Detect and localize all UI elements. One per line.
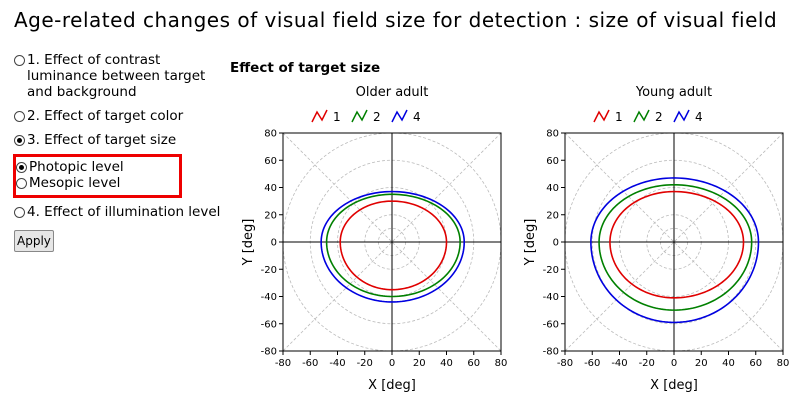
older-adult-y-tick-label: 40: [264, 183, 277, 194]
young-adult-x-tick-label: -60: [584, 358, 600, 369]
older-adult-series-1: [339, 200, 448, 291]
young-adult-y-tick-label: -60: [543, 319, 559, 330]
young-adult-y-axis-label: Y [deg]: [523, 219, 538, 267]
option-illumination-label: 4. Effect of illumination level: [27, 204, 221, 220]
young-adult-y-tick-label: 40: [546, 183, 559, 194]
young-adult-series-4: [590, 177, 760, 324]
young-adult-chart-title: Young adult: [635, 85, 712, 100]
radio-target-size[interactable]: [14, 135, 25, 146]
young-adult-x-tick-label: -20: [639, 358, 655, 369]
young-adult-series-1: [609, 190, 745, 299]
older-adult-x-tick-label: -80: [275, 358, 291, 369]
older-adult-legend-swatch-1: [311, 109, 328, 123]
older-adult-legend-label-4: 4: [413, 110, 421, 124]
option-photopic-label: Photopic level: [29, 159, 124, 175]
older-adult-x-tick-label: -20: [357, 358, 373, 369]
young-adult-series-2: [598, 183, 753, 311]
young-adult-x-tick-label: 60: [749, 358, 762, 369]
older-adult-y-tick-label: -40: [261, 292, 277, 303]
older-adult-x-tick-label: 40: [440, 358, 453, 369]
older-adult-x-tick-label: -60: [302, 358, 318, 369]
option-mesopic-label: Mesopic level: [29, 175, 121, 191]
older-adult-y-tick-label: 20: [264, 210, 277, 221]
radio-contrast[interactable]: [14, 55, 25, 66]
older-adult-y-tick-label: 60: [264, 156, 277, 167]
older-adult-y-tick-label: -60: [261, 319, 277, 330]
older-adult-x-tick-label: -40: [329, 358, 345, 369]
radio-target-color[interactable]: [14, 111, 25, 122]
older-adult-legend-swatch-2: [351, 109, 368, 123]
older-adult-y-tick-label: -80: [261, 347, 277, 358]
young-adult-x-tick-label: 40: [722, 358, 735, 369]
older-adult-legend-label-2: 2: [373, 110, 381, 124]
older-adult-y-tick-label: 0: [271, 238, 277, 249]
young-adult-y-tick-label: -40: [543, 292, 559, 303]
page-title: Age-related changes of visual field size…: [14, 8, 778, 32]
option-mesopic[interactable]: Mesopic level: [16, 175, 176, 191]
young-adult-x-tick-label: 0: [671, 358, 677, 369]
option-contrast[interactable]: 1. Effect of contrast luminance between …: [14, 52, 224, 100]
young-adult-y-tick-label: 60: [546, 156, 559, 167]
sub-options-highlight: Photopic level Mesopic level: [13, 154, 182, 198]
older-adult-chart-title: Older adult: [356, 85, 429, 100]
option-target-size-label: 3. Effect of target size: [27, 132, 177, 148]
young-adult-legend-swatch-4: [673, 109, 690, 123]
radio-mesopic[interactable]: [16, 178, 27, 189]
option-photopic[interactable]: Photopic level: [16, 159, 176, 175]
young-adult-y-tick-label: 0: [553, 238, 559, 249]
young-adult-legend-label-4: 4: [695, 110, 703, 124]
young-adult-y-tick-label: -20: [543, 265, 559, 276]
young-adult-y-tick-label: -80: [543, 347, 559, 358]
older-adult-x-tick-label: 20: [413, 358, 426, 369]
section-title: Effect of target size: [230, 60, 381, 76]
young-adult-x-axis-label: X [deg]: [650, 378, 698, 393]
young-adult-x-tick-label: 20: [695, 358, 708, 369]
older-adult-x-tick-label: 60: [467, 358, 480, 369]
apply-button[interactable]: Apply: [14, 230, 54, 252]
older-adult-series-4: [320, 190, 466, 303]
young-adult-legend-swatch-1: [593, 109, 610, 123]
option-illumination[interactable]: 4. Effect of illumination level: [14, 204, 224, 220]
older-adult-x-tick-label: 80: [495, 358, 508, 369]
radio-illumination[interactable]: [14, 207, 25, 218]
older-adult-y-tick-label: 80: [264, 129, 277, 140]
options-panel: 1. Effect of contrast luminance between …: [13, 52, 224, 252]
young-adult-legend-label-1: 1: [615, 110, 623, 124]
option-target-color[interactable]: 2. Effect of target color: [14, 108, 224, 124]
older-adult-series-2: [325, 193, 461, 298]
older-adult-y-axis-label: Y [deg]: [241, 219, 256, 267]
option-contrast-label: 1. Effect of contrast luminance between …: [27, 52, 206, 100]
older-adult-x-tick-label: 0: [389, 358, 395, 369]
young-adult-x-tick-label: -40: [611, 358, 627, 369]
young-adult-y-tick-label: 20: [546, 210, 559, 221]
older-adult-legend-label-1: 1: [333, 110, 341, 124]
older-adult-chart: Older adult 1 2 4 -80 -60 -40 -20 0 20 40 60 80 80 60 4…: [241, 85, 508, 393]
radio-photopic[interactable]: [16, 162, 27, 173]
young-adult-legend-label-2: 2: [655, 110, 663, 124]
young-adult-legend-swatch-2: [633, 109, 650, 123]
option-target-size[interactable]: 3. Effect of target size: [14, 132, 224, 148]
older-adult-y-tick-label: -20: [261, 265, 277, 276]
young-adult-y-tick-label: 80: [546, 129, 559, 140]
young-adult-chart: Young adult 1 2 4 -80 -60 -40 -20 0 20 40 60 80 80 60 4…: [523, 85, 790, 393]
older-adult-x-axis-label: X [deg]: [368, 378, 416, 393]
older-adult-legend-swatch-4: [391, 109, 408, 123]
option-target-color-label: 2. Effect of target color: [27, 108, 184, 124]
young-adult-x-tick-label: 80: [777, 358, 790, 369]
young-adult-x-tick-label: -80: [557, 358, 573, 369]
